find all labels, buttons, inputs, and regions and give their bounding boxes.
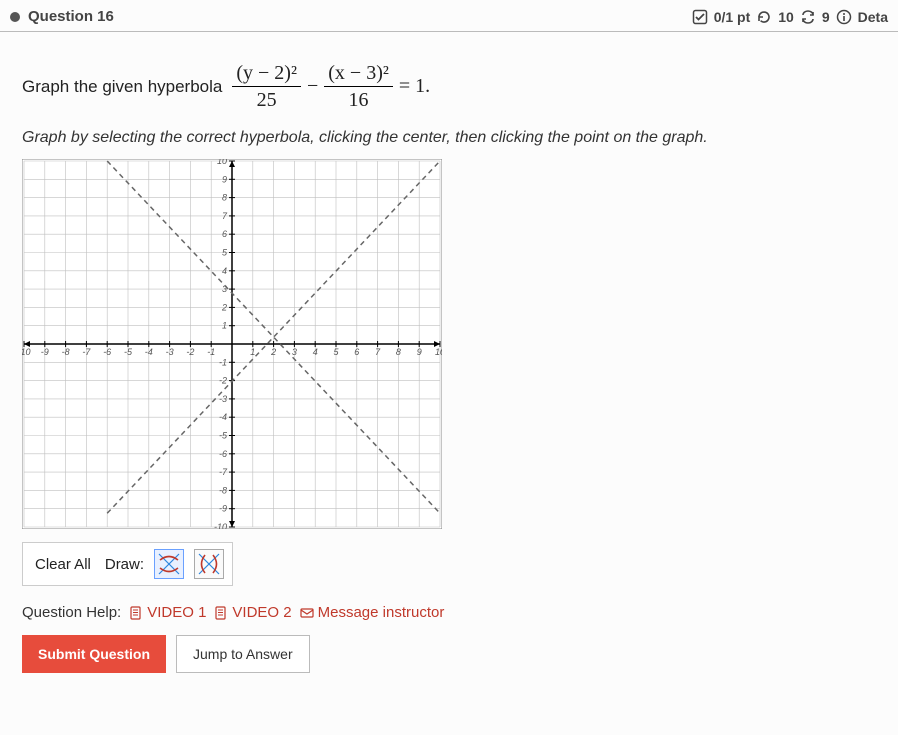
svg-text:-6: -6: [103, 347, 111, 357]
video1-text: VIDEO 1: [147, 604, 206, 621]
svg-text:6: 6: [354, 347, 359, 357]
coordinate-graph[interactable]: -10-9-8-7-6-5-4-3-2-112345678910-10-9-8-…: [22, 159, 876, 532]
message-text: Message instructor: [318, 604, 445, 621]
video2-link[interactable]: VIDEO 2: [214, 604, 291, 621]
document-icon: [214, 606, 228, 620]
svg-text:3: 3: [292, 347, 297, 357]
svg-text:-5: -5: [219, 431, 228, 441]
svg-text:8: 8: [222, 193, 227, 203]
svg-text:-4: -4: [145, 347, 153, 357]
svg-text:-7: -7: [219, 467, 228, 477]
svg-text:-3: -3: [219, 394, 227, 404]
graph-instruction: Graph by selecting the correct hyperbola…: [22, 129, 876, 147]
header-meta: 0/1 pt 10 9 Deta: [692, 9, 888, 25]
svg-text:-3: -3: [166, 347, 174, 357]
hyperbola-horizontal-tool[interactable]: [194, 549, 224, 579]
question-header: Question 16 0/1 pt 10 9 Deta: [0, 0, 898, 32]
hyperbola-equation: (y − 2)² 25 − (x − 3)² 16 = 1.: [232, 62, 430, 111]
eq-minus: −: [307, 75, 318, 98]
svg-text:1: 1: [250, 347, 255, 357]
svg-text:-9: -9: [41, 347, 49, 357]
eq-frac1-num: (y − 2)²: [232, 62, 301, 87]
prompt-lead: Graph the given hyperbola: [22, 77, 222, 97]
draw-label: Draw:: [105, 556, 144, 573]
cycle-count: 9: [822, 9, 830, 25]
svg-text:8: 8: [396, 347, 401, 357]
svg-text:6: 6: [222, 229, 227, 239]
svg-text:4: 4: [313, 347, 318, 357]
svg-text:-5: -5: [124, 347, 133, 357]
eq-equals: = 1.: [399, 75, 430, 98]
svg-text:-2: -2: [219, 376, 227, 386]
retry-icon: [756, 9, 772, 25]
svg-text:-10: -10: [22, 347, 31, 357]
svg-text:-10: -10: [214, 522, 227, 529]
mail-icon: [300, 606, 314, 620]
document-icon: [129, 606, 143, 620]
svg-text:-8: -8: [62, 347, 70, 357]
svg-text:-4: -4: [219, 412, 227, 422]
eq-frac2-den: 16: [349, 87, 369, 111]
eq-frac1-den: 25: [257, 87, 277, 111]
checkbox-icon: [692, 9, 708, 25]
cycle-icon: [800, 9, 816, 25]
svg-text:-8: -8: [219, 485, 227, 495]
svg-text:1: 1: [222, 321, 227, 331]
svg-text:9: 9: [222, 174, 227, 184]
svg-text:9: 9: [417, 347, 422, 357]
svg-text:-7: -7: [82, 347, 91, 357]
eq-frac2-num: (x − 3)²: [324, 62, 393, 87]
svg-text:-2: -2: [186, 347, 194, 357]
details-link[interactable]: Deta: [858, 9, 888, 25]
draw-toolbar: Clear All Draw:: [22, 542, 233, 586]
svg-text:10: 10: [217, 159, 227, 166]
svg-text:2: 2: [221, 302, 227, 312]
action-buttons: Submit Question Jump to Answer: [22, 635, 876, 673]
question-number: Question 16: [28, 8, 114, 25]
svg-text:-6: -6: [219, 449, 227, 459]
clear-all-button[interactable]: Clear All: [31, 554, 95, 575]
video1-link[interactable]: VIDEO 1: [129, 604, 206, 621]
svg-text:10: 10: [435, 347, 442, 357]
question-prompt: Graph the given hyperbola (y − 2)² 25 − …: [22, 62, 876, 111]
help-label: Question Help:: [22, 604, 121, 621]
hyperbola-vertical-tool[interactable]: [154, 549, 184, 579]
score-text: 0/1 pt: [714, 9, 751, 25]
info-icon[interactable]: [836, 9, 852, 25]
svg-text:-1: -1: [219, 357, 227, 367]
svg-text:4: 4: [222, 266, 227, 276]
status-bullet-icon: [10, 12, 20, 22]
jump-to-answer-button[interactable]: Jump to Answer: [176, 635, 310, 673]
video2-text: VIDEO 2: [232, 604, 291, 621]
question-help-row: Question Help: VIDEO 1 VIDEO 2 Message i…: [22, 604, 876, 621]
message-instructor-link[interactable]: Message instructor: [300, 604, 445, 621]
svg-text:2: 2: [270, 347, 276, 357]
svg-text:-9: -9: [219, 504, 227, 514]
svg-text:-1: -1: [207, 347, 215, 357]
attempts-remaining: 10: [778, 9, 794, 25]
submit-question-button[interactable]: Submit Question: [22, 635, 166, 673]
